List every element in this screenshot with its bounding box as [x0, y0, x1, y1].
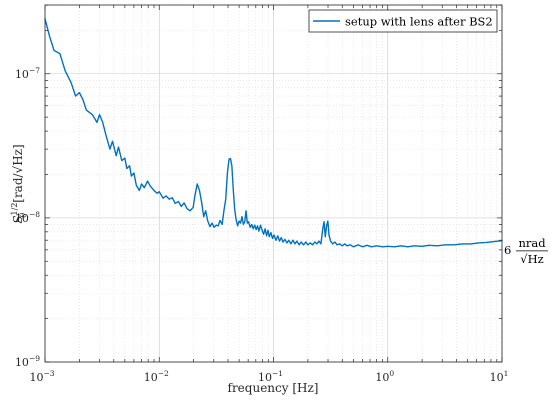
y-tick-label-base: 10 — [15, 212, 29, 225]
legend: setup with lens after BS2 — [308, 9, 498, 33]
y-tick-label-exponent: −9 — [29, 354, 40, 363]
x-tick-label-exponent: −1 — [272, 369, 283, 378]
y-tick-label: 10−7 — [15, 66, 40, 81]
series-layer — [44, 18, 503, 248]
y-tick-label: 10−8 — [15, 210, 40, 225]
annotation-value: 6 — [504, 243, 511, 257]
x-tick-label-exponent: 0 — [389, 369, 394, 378]
y-tick-label: 10−9 — [15, 354, 40, 369]
x-tick-label-base: 10 — [375, 371, 389, 384]
x-tick-label: 10−1 — [258, 369, 283, 384]
x-tick-label-base: 10 — [490, 371, 504, 384]
y-axis-label-sup: 1/2 — [10, 203, 19, 216]
annotation-6-nrad: 6 nrad √Hz — [504, 236, 548, 266]
y-tick-labels: 10−910−810−7 — [15, 66, 40, 369]
y-axis-label-base: S — [11, 215, 25, 223]
x-tick-label: 101 — [490, 369, 509, 384]
legend-box — [308, 9, 498, 33]
y-axis-label-sub: θ — [19, 213, 28, 218]
y-axis-label-units: [rad/√Hz] — [11, 144, 25, 202]
x-tick-label-exponent: −2 — [158, 369, 169, 378]
series-line — [44, 18, 503, 248]
annotation-denominator: √Hz — [520, 252, 543, 266]
x-tick-label-exponent: −3 — [43, 369, 54, 378]
axis-ticks — [44, 4, 503, 363]
x-tick-labels: 10−3 10−2 10−1 100 101 — [29, 369, 508, 384]
annotation-numerator: nrad — [518, 236, 546, 250]
x-tick-label: 10−2 — [144, 369, 169, 384]
x-axis-label: frequency [Hz] — [228, 381, 319, 395]
x-tick-label: 100 — [375, 369, 394, 384]
x-tick-label: 10−3 — [29, 369, 54, 384]
x-tick-label-base: 10 — [29, 371, 43, 384]
x-tick-label-base: 10 — [258, 371, 272, 384]
x-tick-label-exponent: 1 — [504, 369, 509, 378]
y-tick-label-exponent: −8 — [29, 210, 40, 219]
y-tick-label-exponent: −7 — [29, 66, 40, 75]
y-tick-label-base: 10 — [15, 68, 29, 81]
legend-label: setup with lens after BS2 — [345, 15, 493, 29]
y-tick-label-base: 10 — [15, 356, 29, 369]
y-axis-label: S1/2θ [rad/√Hz] — [10, 144, 28, 223]
x-tick-label-base: 10 — [144, 371, 158, 384]
svg-text:S1/2θ[rad/√Hz]: S1/2θ [rad/√Hz] — [10, 144, 28, 223]
